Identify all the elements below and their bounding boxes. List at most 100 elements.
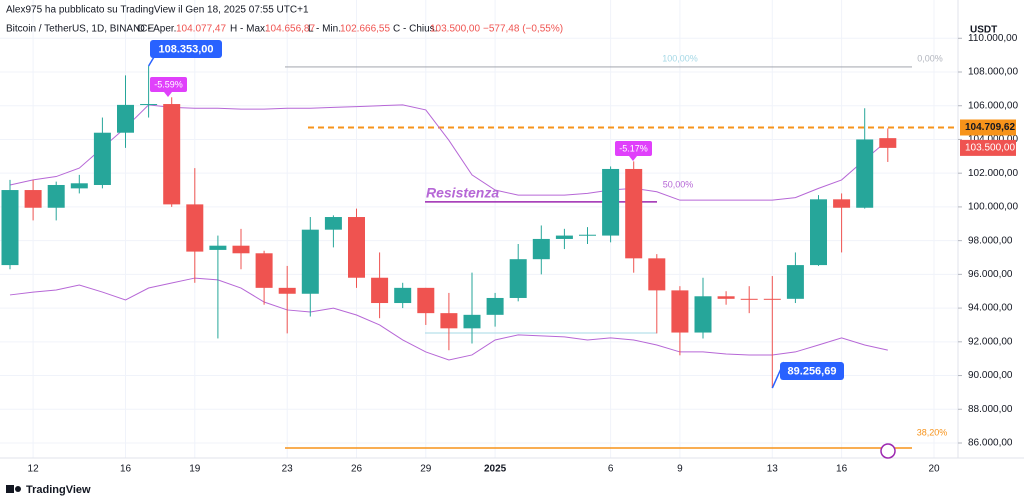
callout-box xyxy=(780,362,844,380)
x-tick-label: 12 xyxy=(28,464,40,475)
symbol: Bitcoin / TetherUS, 1D, BINANCE xyxy=(6,24,155,35)
candle-body xyxy=(463,314,481,329)
candle-body xyxy=(856,139,874,208)
candle-body xyxy=(555,235,573,239)
candle-body xyxy=(1,190,19,266)
candle-body xyxy=(348,217,365,278)
candle-body xyxy=(648,258,666,291)
candle-body xyxy=(232,245,250,254)
candle-body xyxy=(209,245,227,250)
candle-body xyxy=(70,183,88,189)
plot xyxy=(0,0,958,458)
x-tick-label: 26 xyxy=(351,464,363,475)
candle-body xyxy=(24,190,42,208)
last-price-tag xyxy=(960,139,1016,156)
candle-body xyxy=(740,298,758,300)
ohlc-label: L - Min. xyxy=(308,24,341,35)
fib-label: 100,00% xyxy=(662,53,698,63)
y-tick-label: 94.000,00 xyxy=(968,303,1013,314)
ohlc-value: 104.656,87 xyxy=(265,24,315,35)
x-tick-label: 29 xyxy=(420,464,432,475)
ohlc-label: H - Max. xyxy=(230,24,268,35)
y-tick-label: 100.000,00 xyxy=(968,202,1018,213)
percent-tag xyxy=(150,77,187,92)
callout-box xyxy=(150,40,222,58)
candle-body xyxy=(763,298,781,300)
y-tick-label: 110.000,00 xyxy=(968,33,1018,44)
y-tick-label: 104.000,00 xyxy=(968,134,1018,145)
ohlc-change: −577,48 (−0,55%) xyxy=(483,24,563,35)
author-line: Alex975 ha pubblicato su TradingView il … xyxy=(6,5,309,16)
candle-body xyxy=(602,168,620,236)
ohlc-value: 104.077,47 xyxy=(176,24,226,35)
currency: USDT xyxy=(970,25,997,36)
candle-body xyxy=(671,290,689,333)
percent-tag-pointer xyxy=(629,156,637,161)
x-tick-label: 6 xyxy=(608,464,614,475)
y-tick-label: 90.000,00 xyxy=(968,370,1013,381)
y-tick-label: 96.000,00 xyxy=(968,269,1013,280)
candle-body xyxy=(786,265,804,299)
ohlc-value: 102.666,55 xyxy=(340,24,390,35)
price-line-label: 104.709,62 xyxy=(965,122,1015,133)
candle-body xyxy=(879,138,897,148)
candle-body xyxy=(117,104,134,133)
x-tick-label: 23 xyxy=(282,464,294,475)
price-line-tag xyxy=(960,119,1016,136)
percent-tag xyxy=(615,141,652,156)
candle-body xyxy=(486,297,504,315)
candle-body xyxy=(163,104,181,205)
x-tick-label: 9 xyxy=(677,464,683,475)
candle-body xyxy=(93,132,111,185)
candle-body xyxy=(717,296,735,299)
x-tick-label: 13 xyxy=(767,464,779,475)
footer-brand: TradingView xyxy=(26,484,91,496)
candle-body xyxy=(810,199,827,266)
x-tick-label: 16 xyxy=(836,464,848,475)
y-tick-label: 102.000,00 xyxy=(968,168,1018,179)
y-tick-label: 88.000,00 xyxy=(968,404,1013,415)
candle-body xyxy=(833,199,851,208)
candle-body xyxy=(625,168,643,259)
percent-tag-pointer xyxy=(164,92,172,97)
callout-pointer xyxy=(147,56,155,67)
candle-body xyxy=(301,229,319,294)
candle-body xyxy=(694,296,712,333)
band-line xyxy=(9,104,889,201)
alert-icon xyxy=(880,443,896,459)
callout-label: 108.353,00 xyxy=(158,43,213,55)
candle-body xyxy=(532,238,550,260)
candle-body xyxy=(140,104,158,106)
band-line xyxy=(9,277,888,361)
resistance-label: Resistenza xyxy=(426,185,499,201)
candle-body xyxy=(324,217,342,230)
candle-body xyxy=(394,287,412,304)
callout-label: 89.256,69 xyxy=(788,365,837,377)
price-axis-bg xyxy=(958,0,1024,458)
y-tick-label: 92.000,00 xyxy=(968,336,1013,347)
percent-label: -5.59% xyxy=(154,79,183,89)
percent-label: -5.17% xyxy=(619,143,648,153)
candle-body xyxy=(509,259,527,298)
ohlc-label: C - Chius. xyxy=(393,24,437,35)
y-tick-label: 106.000,00 xyxy=(968,100,1018,111)
x-tick-label: 20 xyxy=(928,464,940,475)
y-tick-label: 108.000,00 xyxy=(968,67,1018,78)
last-price-label: 103.500,00 xyxy=(965,143,1015,154)
candle-body xyxy=(278,287,296,294)
candle-body xyxy=(47,184,65,208)
candle-body xyxy=(440,313,458,329)
candle-body xyxy=(417,287,435,314)
ohlc-label: O - Aper. xyxy=(137,24,176,35)
candle-body xyxy=(186,204,204,252)
logo xyxy=(6,485,21,493)
candle-body xyxy=(255,253,273,288)
fib-label: 50,00% xyxy=(663,179,694,189)
x-tick-label: 19 xyxy=(189,464,201,475)
x-tick-label: 16 xyxy=(120,464,132,475)
fib-label: 0,00% xyxy=(917,53,943,63)
candle-body xyxy=(579,234,596,236)
candle-body xyxy=(371,277,389,304)
y-tick-label: 86.000,00 xyxy=(968,438,1013,449)
